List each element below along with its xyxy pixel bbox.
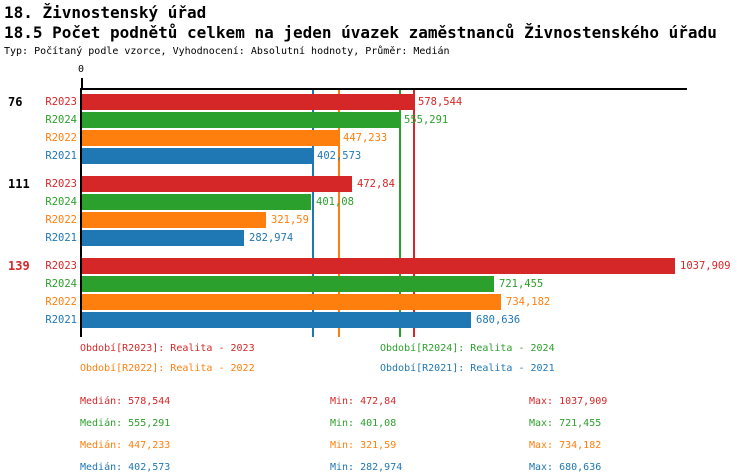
chart-title: 18.5 Počet podnětů celkem na jeden úvaze… (4, 23, 717, 42)
stat-min-r2023: Min: 472,84 (330, 396, 397, 407)
chart-subtitle: Typ: Počítaný podle vzorce, Vyhodnocení:… (4, 46, 450, 57)
bar-series-label-r2024-g139: R2024 (45, 278, 77, 290)
legend-item-r2021: Období[R2021]: Realita - 2021 (380, 363, 555, 374)
axis-line-top (81, 88, 687, 90)
bar-series-label-r2022-g111: R2022 (45, 214, 77, 226)
bar-value-r2021-g139: 680,636 (476, 314, 521, 326)
median-line-r2024 (399, 90, 401, 337)
stat-median-r2023: Medián: 578,544 (80, 396, 171, 407)
bar-value-r2021-g111: 282,974 (249, 232, 294, 244)
legend-item-r2023: Období[R2023]: Realita - 2023 (80, 343, 255, 354)
axis-line-left (80, 88, 82, 337)
bar-value-r2024-g76: 555,291 (404, 114, 449, 126)
stat-max-r2024: Max: 721,455 (529, 418, 602, 429)
bar-series-label-r2021-g111: R2021 (45, 232, 77, 244)
bar-series-label-r2022-g139: R2022 (45, 296, 77, 308)
bar-r2023-g139 (82, 258, 675, 274)
bar-value-r2023-g111: 472,84 (357, 178, 395, 190)
bar-value-r2022-g76: 447,233 (343, 132, 388, 144)
median-line-r2023 (413, 90, 415, 337)
report-title: 18. Živnostenský úřad (4, 3, 207, 22)
bar-series-label-r2023-g111: R2023 (45, 178, 77, 190)
stat-median-r2021: Medián: 402,573 (80, 462, 171, 473)
bar-value-r2023-g139: 1037,909 (680, 260, 731, 272)
bar-value-r2024-g111: 401,08 (316, 196, 354, 208)
bar-r2021-g76 (82, 148, 312, 164)
axis-zero-tick-label: 0 (77, 64, 85, 75)
bar-r2024-g139 (82, 276, 494, 292)
bar-series-label-r2023-g76: R2023 (45, 96, 77, 108)
median-line-r2022 (338, 90, 340, 337)
bar-r2023-g76 (82, 94, 413, 110)
bar-r2022-g76 (82, 130, 338, 146)
axis-zero-tick (81, 78, 83, 90)
bar-value-r2022-g111: 321,59 (271, 214, 309, 226)
bar-series-label-r2023-g139: R2023 (45, 260, 77, 272)
bar-value-r2023-g76: 578,544 (418, 96, 463, 108)
bar-r2024-g111 (82, 194, 311, 210)
bar-r2023-g111 (82, 176, 352, 192)
bar-series-label-r2021-g76: R2021 (45, 150, 77, 162)
bar-series-label-r2024-g76: R2024 (45, 114, 77, 126)
bar-value-r2022-g139: 734,182 (506, 296, 551, 308)
stat-median-r2024: Medián: 555,291 (80, 418, 171, 429)
bar-series-label-r2021-g139: R2021 (45, 314, 77, 326)
bar-r2021-g139 (82, 312, 471, 328)
bar-value-r2024-g139: 721,455 (499, 278, 544, 290)
group-label-76: 76 (8, 95, 23, 109)
bar-r2022-g139 (82, 294, 501, 310)
bar-value-r2021-g76: 402,573 (317, 150, 362, 162)
stat-min-r2024: Min: 401,08 (330, 418, 397, 429)
bar-r2024-g76 (82, 112, 399, 128)
stat-max-r2022: Max: 734,182 (529, 440, 602, 451)
group-label-111: 111 (8, 177, 30, 191)
stat-max-r2023: Max: 1037,909 (529, 396, 608, 407)
legend-item-r2024: Období[R2024]: Realita - 2024 (380, 343, 555, 354)
bar-series-label-r2022-g76: R2022 (45, 132, 77, 144)
stat-min-r2021: Min: 282,974 (330, 462, 403, 473)
bar-r2021-g111 (82, 230, 244, 246)
stat-max-r2021: Max: 680,636 (529, 462, 602, 473)
bar-r2022-g111 (82, 212, 266, 228)
median-line-r2021 (312, 90, 314, 337)
group-label-139: 139 (8, 259, 30, 273)
legend-item-r2022: Období[R2022]: Realita - 2022 (80, 363, 255, 374)
stat-median-r2022: Medián: 447,233 (80, 440, 171, 451)
stat-min-r2022: Min: 321,59 (330, 440, 397, 451)
bar-series-label-r2024-g111: R2024 (45, 196, 77, 208)
